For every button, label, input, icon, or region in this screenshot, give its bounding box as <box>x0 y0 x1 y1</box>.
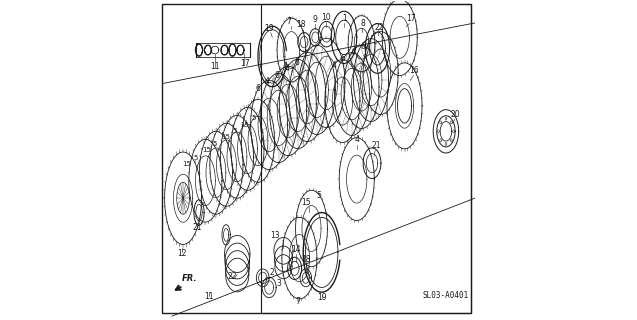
Text: 3: 3 <box>276 279 282 288</box>
Text: 22: 22 <box>227 272 237 282</box>
Text: 4: 4 <box>331 60 336 70</box>
Text: 19: 19 <box>264 24 274 33</box>
Text: 6: 6 <box>255 84 261 92</box>
Text: 19: 19 <box>317 293 327 302</box>
Text: 14: 14 <box>290 245 301 254</box>
Text: 2: 2 <box>269 268 274 277</box>
Text: 9: 9 <box>312 15 317 24</box>
Text: 17: 17 <box>240 59 250 68</box>
Text: 6: 6 <box>341 54 346 63</box>
Text: 6: 6 <box>275 71 280 80</box>
Text: 11: 11 <box>204 292 213 300</box>
Text: 15: 15 <box>240 122 249 128</box>
Text: 1: 1 <box>342 14 347 23</box>
Text: 5: 5 <box>316 191 321 200</box>
Bar <box>261 4 471 313</box>
Text: 5: 5 <box>194 155 198 161</box>
Text: 11: 11 <box>210 62 220 71</box>
Text: 8: 8 <box>360 19 365 28</box>
Text: 17: 17 <box>406 14 416 23</box>
Text: 4: 4 <box>265 77 270 86</box>
Text: 7: 7 <box>287 17 292 26</box>
Text: 21: 21 <box>192 223 201 232</box>
Text: 16: 16 <box>409 66 419 75</box>
Text: 15: 15 <box>182 161 190 167</box>
Text: 4: 4 <box>354 135 359 144</box>
Text: 5: 5 <box>252 115 255 121</box>
Text: 7: 7 <box>296 297 300 306</box>
Text: 21: 21 <box>371 141 380 150</box>
Text: 15: 15 <box>222 134 231 140</box>
Text: 12: 12 <box>177 249 187 258</box>
Text: SL03-A0401: SL03-A0401 <box>423 291 469 300</box>
Text: 6: 6 <box>360 42 365 51</box>
Text: 4: 4 <box>284 64 289 73</box>
Text: FR.: FR. <box>182 274 197 283</box>
Text: 10: 10 <box>321 13 331 22</box>
Text: 15: 15 <box>202 147 211 153</box>
Text: 22: 22 <box>375 23 384 32</box>
Text: 13: 13 <box>271 231 280 240</box>
Text: 18: 18 <box>302 255 311 264</box>
Text: 4: 4 <box>350 48 355 57</box>
Text: 5: 5 <box>213 141 217 147</box>
Text: 18: 18 <box>296 20 306 29</box>
Text: 5: 5 <box>233 128 237 134</box>
Text: 6: 6 <box>294 58 299 67</box>
Text: 15: 15 <box>301 198 311 207</box>
Text: 20: 20 <box>451 110 461 119</box>
